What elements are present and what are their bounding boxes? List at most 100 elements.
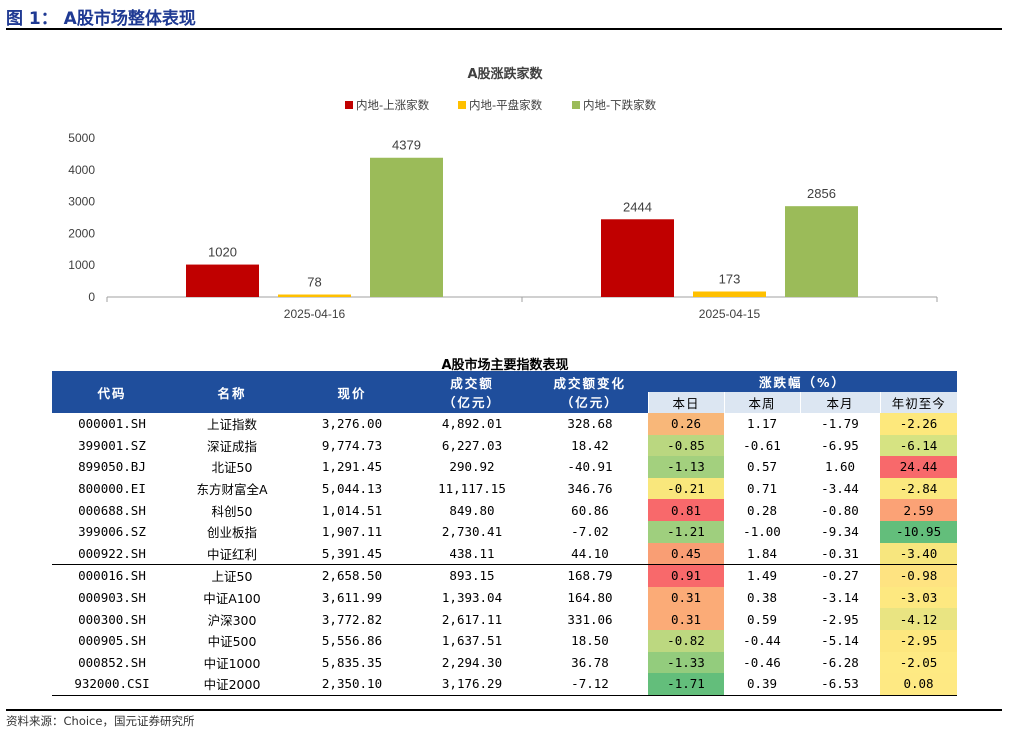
cell-name: 中证1000 — [203, 655, 261, 671]
cell-week: 1.49 — [724, 564, 800, 587]
cell-day: -1.33 — [648, 651, 724, 674]
cell-price: 3,276.00 — [321, 416, 383, 432]
table-row: 932000.CSI 中证2000 2,350.10 3,176.29 -7.12 -1.… — [52, 673, 958, 696]
table-row: 000001.SH 上证指数 3,276.00 4,892.01 328.68 0.26 1… — [52, 413, 958, 435]
index-table: 代码 名称 现价 成交额 （亿元） 成交额变化 （亿元） 涨跌幅（%） 本日 本周 … — [52, 371, 958, 696]
bar — [693, 291, 766, 297]
cell-code: 932000.CSI — [52, 673, 172, 696]
y-tick-label: 2000 — [68, 226, 95, 240]
table-row: 000852.SH 中证1000 5,835.35 2,294.30 36.78 -1.3… — [52, 651, 958, 674]
cell-week: -1.00 — [743, 524, 781, 540]
cell-name: 中证A100 — [203, 591, 261, 607]
cell-vchange: 346.76 — [567, 481, 613, 497]
bottom-rule — [6, 709, 1002, 711]
cell-code: 800000.EI — [78, 481, 146, 497]
cell-price: 2,350.10 — [292, 673, 412, 696]
header-month: 本月 — [799, 392, 880, 413]
y-tick-label: 4000 — [68, 163, 95, 177]
cell-vchange: 328.68 — [567, 416, 613, 432]
cell-code: 899050.BJ — [78, 459, 146, 475]
cell-name: 中证500 — [207, 634, 257, 650]
cell-vchange: 36.78 — [571, 654, 609, 670]
cell-price: 3,772.82 — [321, 611, 383, 627]
cell-price: 5,391.45 — [321, 545, 383, 561]
cell-month: -3.14 — [821, 590, 859, 606]
y-tick-label: 1000 — [68, 258, 95, 272]
cell-day: 0.31 — [648, 586, 724, 609]
bar-value-label: 4379 — [392, 138, 421, 153]
header-name: 名称 — [172, 371, 292, 413]
cell-volume: 1,637.51 — [441, 633, 503, 649]
header-ytd: 年初至今 — [879, 392, 958, 413]
bar-value-label: 2444 — [623, 199, 652, 214]
cell-name: 北证50 — [211, 460, 253, 476]
cell-week: 0.28 — [746, 502, 778, 518]
bar-value-label: 1020 — [208, 245, 237, 260]
cell-day: -1.13 — [648, 456, 724, 478]
legend-label: 内地-下跌家数 — [583, 98, 657, 112]
header-price: 现价 — [292, 371, 412, 413]
table-row: 000903.SH 中证A100 3,611.99 1,393.04 164.80 0.3… — [52, 586, 958, 609]
bar — [186, 264, 259, 297]
header-volume-change: 成交额变化 （亿元） — [532, 371, 648, 413]
cell-code: 399006.SZ — [78, 524, 146, 540]
cell-week: -0.46 — [743, 654, 781, 670]
cell-vchange: 168.79 — [532, 564, 648, 587]
cell-code: 000688.SH — [78, 502, 146, 518]
cell-vchange: -40.91 — [567, 459, 613, 475]
cell-ytd: -2.26 — [880, 413, 958, 435]
cell-name: 深证成指 — [206, 438, 257, 454]
header-pct-change: 涨跌幅（%） — [648, 371, 958, 392]
cell-ytd: -4.12 — [880, 608, 958, 630]
table-row: 000905.SH 中证500 5,556.86 1,637.51 18.50 -0.82… — [52, 629, 958, 652]
cell-code: 000905.SH — [78, 633, 146, 649]
header-volume: 成交额 （亿元） — [412, 371, 532, 413]
legend-swatch — [572, 101, 580, 109]
table-row: 899050.BJ 北证50 1,291.45 290.92 -40.91 -1.13 0.… — [52, 456, 958, 478]
bar — [370, 157, 443, 297]
cell-ytd: -6.14 — [880, 434, 958, 457]
cell-code: 000922.SH — [78, 545, 146, 561]
cell-name: 中证2000 — [172, 673, 292, 696]
cell-month: -6.28 — [821, 654, 859, 670]
bar-value-label: 78 — [307, 275, 321, 290]
cell-month: -0.80 — [821, 502, 859, 518]
cell-volume: 2,730.41 — [441, 524, 503, 540]
cell-name: 科创50 — [211, 503, 253, 519]
cell-day: -0.21 — [648, 477, 724, 500]
cell-price: 5,044.13 — [321, 481, 383, 497]
x-category-label: 2025-04-15 — [699, 307, 761, 321]
cell-ytd: 2.59 — [880, 499, 958, 521]
cell-vchange: -7.12 — [532, 673, 648, 696]
chart-title: A股涨跌家数 — [467, 66, 543, 82]
bar-value-label: 2856 — [807, 186, 836, 201]
cell-month: -3.44 — [821, 481, 859, 497]
cell-day: 0.91 — [648, 564, 724, 587]
cell-vchange: 331.06 — [567, 611, 613, 627]
legend-swatch — [345, 101, 353, 109]
cell-vchange: 60.86 — [571, 502, 609, 518]
cell-vchange: 164.80 — [567, 590, 613, 606]
cell-code: 000903.SH — [78, 590, 146, 606]
cell-week: 1.17 — [746, 416, 778, 432]
cell-code: 000001.SH — [78, 416, 146, 432]
y-tick-label: 5000 — [68, 131, 95, 145]
cell-month: -1.79 — [821, 416, 859, 432]
bar — [785, 206, 858, 297]
cell-name: 上证50 — [172, 564, 292, 587]
cell-month: -0.31 — [821, 545, 859, 561]
cell-code: 399001.SZ — [78, 437, 146, 453]
cell-day: -0.82 — [648, 629, 724, 652]
cell-price: 1,014.51 — [321, 502, 383, 518]
cell-week: 0.71 — [746, 481, 778, 497]
header-vchange-line1: 成交额变化 — [553, 376, 626, 391]
cell-volume: 11,117.15 — [438, 481, 506, 497]
cell-vchange: 44.10 — [571, 545, 609, 561]
table-title: A股市场主要指数表现 — [441, 358, 569, 373]
cell-volume: 1,393.04 — [441, 590, 503, 606]
cell-price: 5,556.86 — [321, 633, 383, 649]
cell-code: 000300.SH — [78, 611, 146, 627]
cell-price: 5,835.35 — [321, 654, 383, 670]
cell-vchange: 18.42 — [571, 437, 609, 453]
